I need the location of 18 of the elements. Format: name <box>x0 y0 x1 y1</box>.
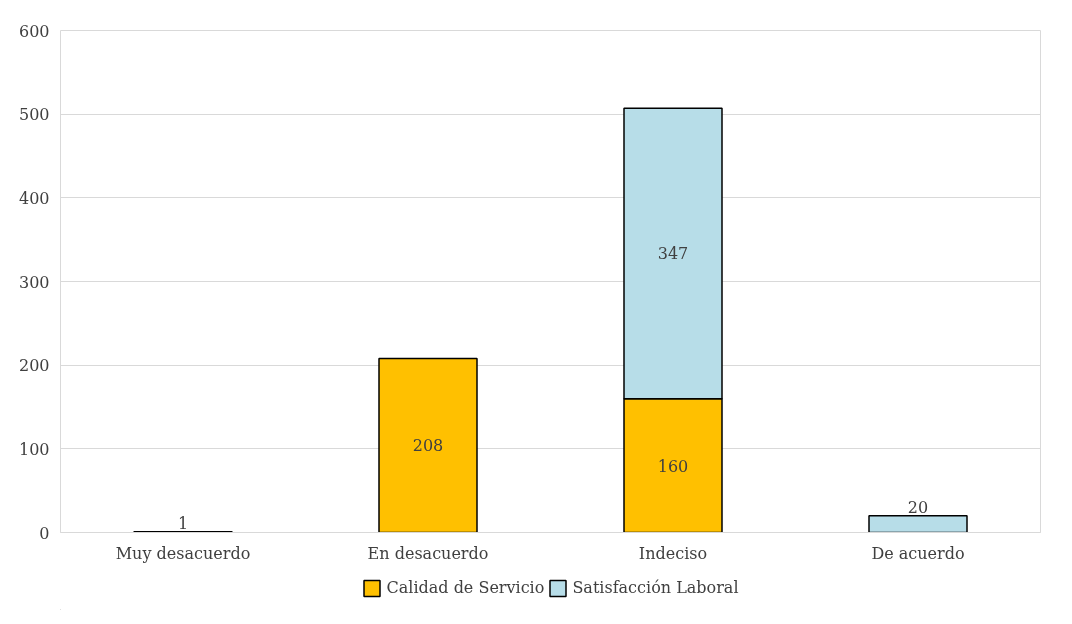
y-tick-label: 0 <box>39 523 50 543</box>
y-tick-label: 200 <box>18 356 50 376</box>
data-label: 208 <box>412 436 444 456</box>
data-label: 20 <box>907 497 929 517</box>
data-label: 1 <box>177 513 189 533</box>
x-tick-label: De acuerdo <box>871 543 965 563</box>
x-tick-label: En desacuerdo <box>367 543 489 563</box>
y-tick-label: 500 <box>18 105 50 125</box>
data-label: 347 <box>657 244 689 264</box>
legend-label: Satisfacción Laboral <box>572 578 739 597</box>
y-tick-label: 100 <box>18 439 50 459</box>
y-tick-label: 300 <box>18 272 50 292</box>
x-tick-label: Indeciso <box>638 543 708 563</box>
legend-label: Calidad de Servicio <box>386 578 545 597</box>
y-tick-label: 400 <box>18 188 50 208</box>
x-tick-label: Muy desacuerdo <box>115 543 251 563</box>
data-label: 160 <box>657 456 689 476</box>
y-tick-label: 600 <box>18 21 50 41</box>
